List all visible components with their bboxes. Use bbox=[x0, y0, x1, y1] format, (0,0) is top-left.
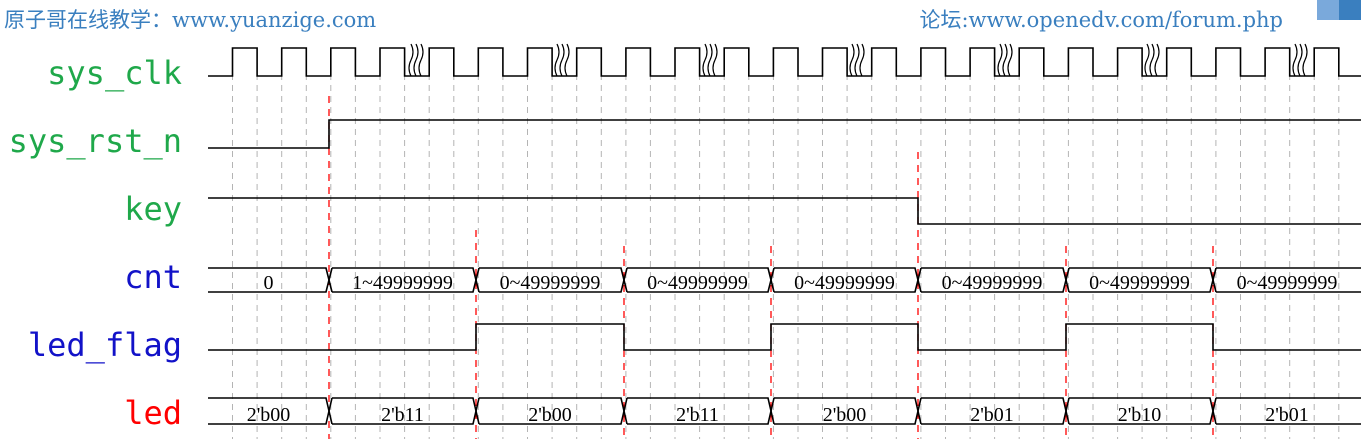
led-value: 2'b11 bbox=[381, 404, 424, 426]
forum-banner-right: 论坛:www.openedv.com/forum.php bbox=[919, 8, 1283, 32]
led-value: 2'b01 bbox=[970, 404, 1014, 426]
clock-break-mark bbox=[849, 43, 855, 77]
clock-break-mark bbox=[859, 43, 865, 77]
led-value: 2'b10 bbox=[1118, 404, 1162, 426]
cnt-top-edge bbox=[208, 267, 1361, 293]
led-value: 2'b00 bbox=[247, 404, 291, 426]
clock-break-mark bbox=[1007, 43, 1013, 77]
clock-break-mark bbox=[702, 43, 708, 77]
clock-break-mark bbox=[554, 43, 560, 77]
clock-break-mark bbox=[1302, 43, 1308, 77]
label-sys-clk: sys_clk bbox=[47, 54, 182, 92]
led-value: 2'b00 bbox=[823, 404, 867, 426]
cnt-value: 0 bbox=[264, 272, 274, 294]
clock-break-mark bbox=[1002, 43, 1008, 77]
led-value: 2'b11 bbox=[676, 404, 719, 426]
cnt-value: 0~49999999 bbox=[500, 272, 601, 294]
clock-break-mark bbox=[1144, 43, 1150, 77]
clock-break-mark bbox=[413, 43, 419, 77]
clock-break-mark bbox=[418, 43, 424, 77]
logo-block-3 bbox=[1339, 0, 1361, 20]
clock-break-mark bbox=[854, 43, 860, 77]
clock-break-mark bbox=[1149, 43, 1155, 77]
led-top-edge bbox=[208, 397, 1361, 425]
waveform-led-flag bbox=[208, 323, 1361, 351]
clock-break-mark bbox=[707, 43, 713, 77]
cnt-value: 1~49999999 bbox=[352, 272, 453, 294]
led-value: 2'b00 bbox=[528, 404, 572, 426]
cnt-value: 0~49999999 bbox=[794, 272, 895, 294]
led-bottom-edge bbox=[208, 397, 1361, 425]
clock-break-mark bbox=[408, 43, 414, 77]
clock-break-mark bbox=[712, 43, 718, 77]
label-sys-rst-n: sys_rst_n bbox=[9, 122, 182, 160]
cnt-value: 0~49999999 bbox=[1089, 272, 1190, 294]
cnt-value: 0~49999999 bbox=[942, 272, 1043, 294]
signal-labels: sys_clk sys_rst_n key cnt led_flag led bbox=[9, 54, 182, 432]
site-banner-left: 原子哥在线教学：www.yuanzige.com bbox=[4, 8, 377, 32]
label-led: led bbox=[124, 394, 182, 432]
label-led-flag: led_flag bbox=[28, 326, 182, 364]
waveform-sys-clk bbox=[208, 47, 1361, 77]
clock-break-mark bbox=[1297, 43, 1303, 77]
guide-lines bbox=[232, 52, 1340, 439]
logo-block-1 bbox=[1295, 0, 1317, 20]
cnt-value: 0~49999999 bbox=[647, 272, 748, 294]
label-cnt: cnt bbox=[124, 258, 182, 296]
clock-break-mark bbox=[559, 43, 565, 77]
logo-block-2 bbox=[1317, 0, 1339, 20]
cnt-value: 0~49999999 bbox=[1237, 272, 1338, 294]
brand-logo bbox=[1295, 0, 1361, 20]
clock-break-mark bbox=[1292, 43, 1298, 77]
led-value: 2'b01 bbox=[1265, 404, 1309, 426]
waveforms bbox=[208, 43, 1361, 425]
clock-break-mark bbox=[997, 43, 1003, 77]
clock-break-mark bbox=[1154, 43, 1160, 77]
waveform-key bbox=[208, 197, 1361, 225]
label-key: key bbox=[124, 190, 182, 228]
clock-break-mark bbox=[564, 43, 570, 77]
waveform-sys-rst-n bbox=[208, 119, 1361, 149]
cnt-bottom-edge bbox=[208, 267, 1361, 293]
bus-values: 0 1~49999999 0~49999999 0~49999999 0~4999999… bbox=[247, 272, 1338, 426]
